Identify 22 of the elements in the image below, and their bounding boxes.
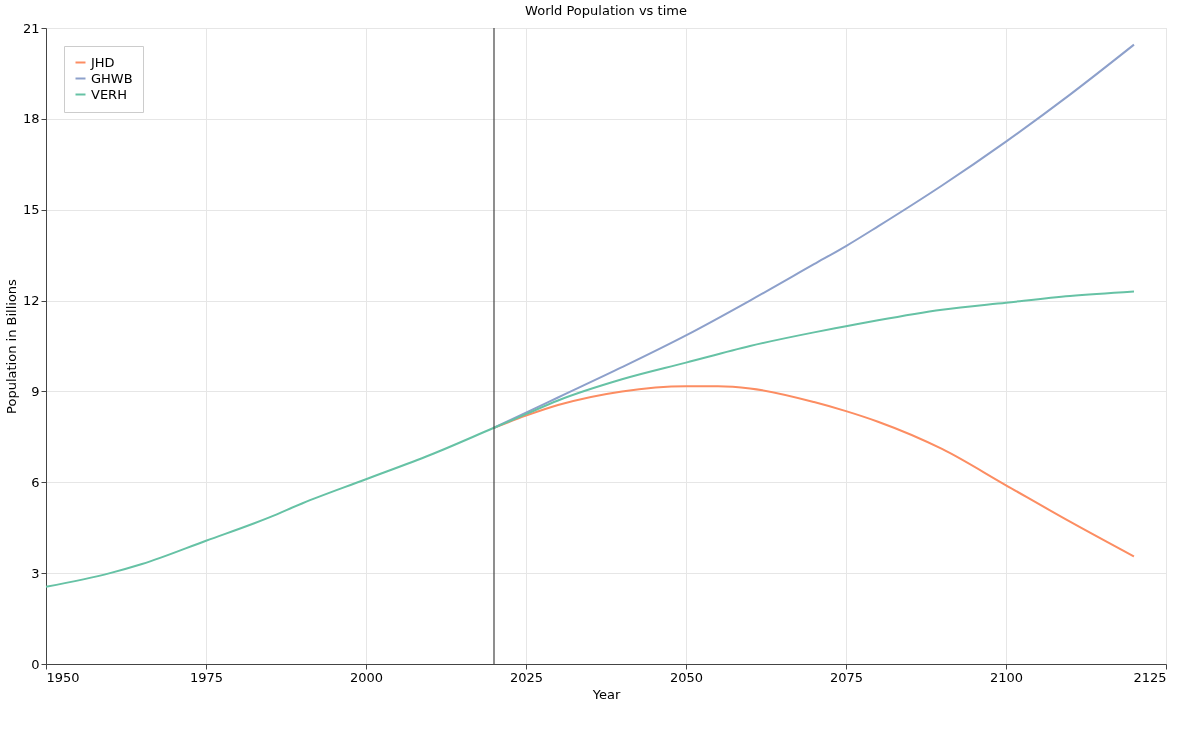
legend-label: GHWB xyxy=(91,70,133,86)
y-tick-label: 9 xyxy=(31,383,40,399)
y-tick-label: 18 xyxy=(22,111,40,127)
y-tick-label: 0 xyxy=(31,656,40,672)
chart-title: World Population vs time xyxy=(525,3,687,18)
x-tick-label: 1975 xyxy=(189,669,224,685)
x-tick-label: 2000 xyxy=(349,669,384,685)
x-tick-label: 2075 xyxy=(829,669,864,685)
x-tick-label: 2100 xyxy=(989,669,1024,685)
y-tick-label: 6 xyxy=(31,474,40,490)
y-tick-label: 12 xyxy=(22,293,40,309)
x-tick-label: 2125 xyxy=(1133,669,1167,685)
y-axis-title: Population in Billions xyxy=(3,278,19,414)
legend-label: VERH xyxy=(91,86,127,102)
x-tick-label: 2050 xyxy=(669,669,704,685)
y-tick-label: 21 xyxy=(22,20,40,36)
x-axis-title: Year xyxy=(591,686,621,702)
x-tick-label: 1950 xyxy=(46,669,80,685)
x-tick-label: 2025 xyxy=(509,669,544,685)
legend-label: JHD xyxy=(90,54,115,70)
y-tick-label: 15 xyxy=(22,202,40,218)
y-tick-label: 3 xyxy=(31,565,40,581)
